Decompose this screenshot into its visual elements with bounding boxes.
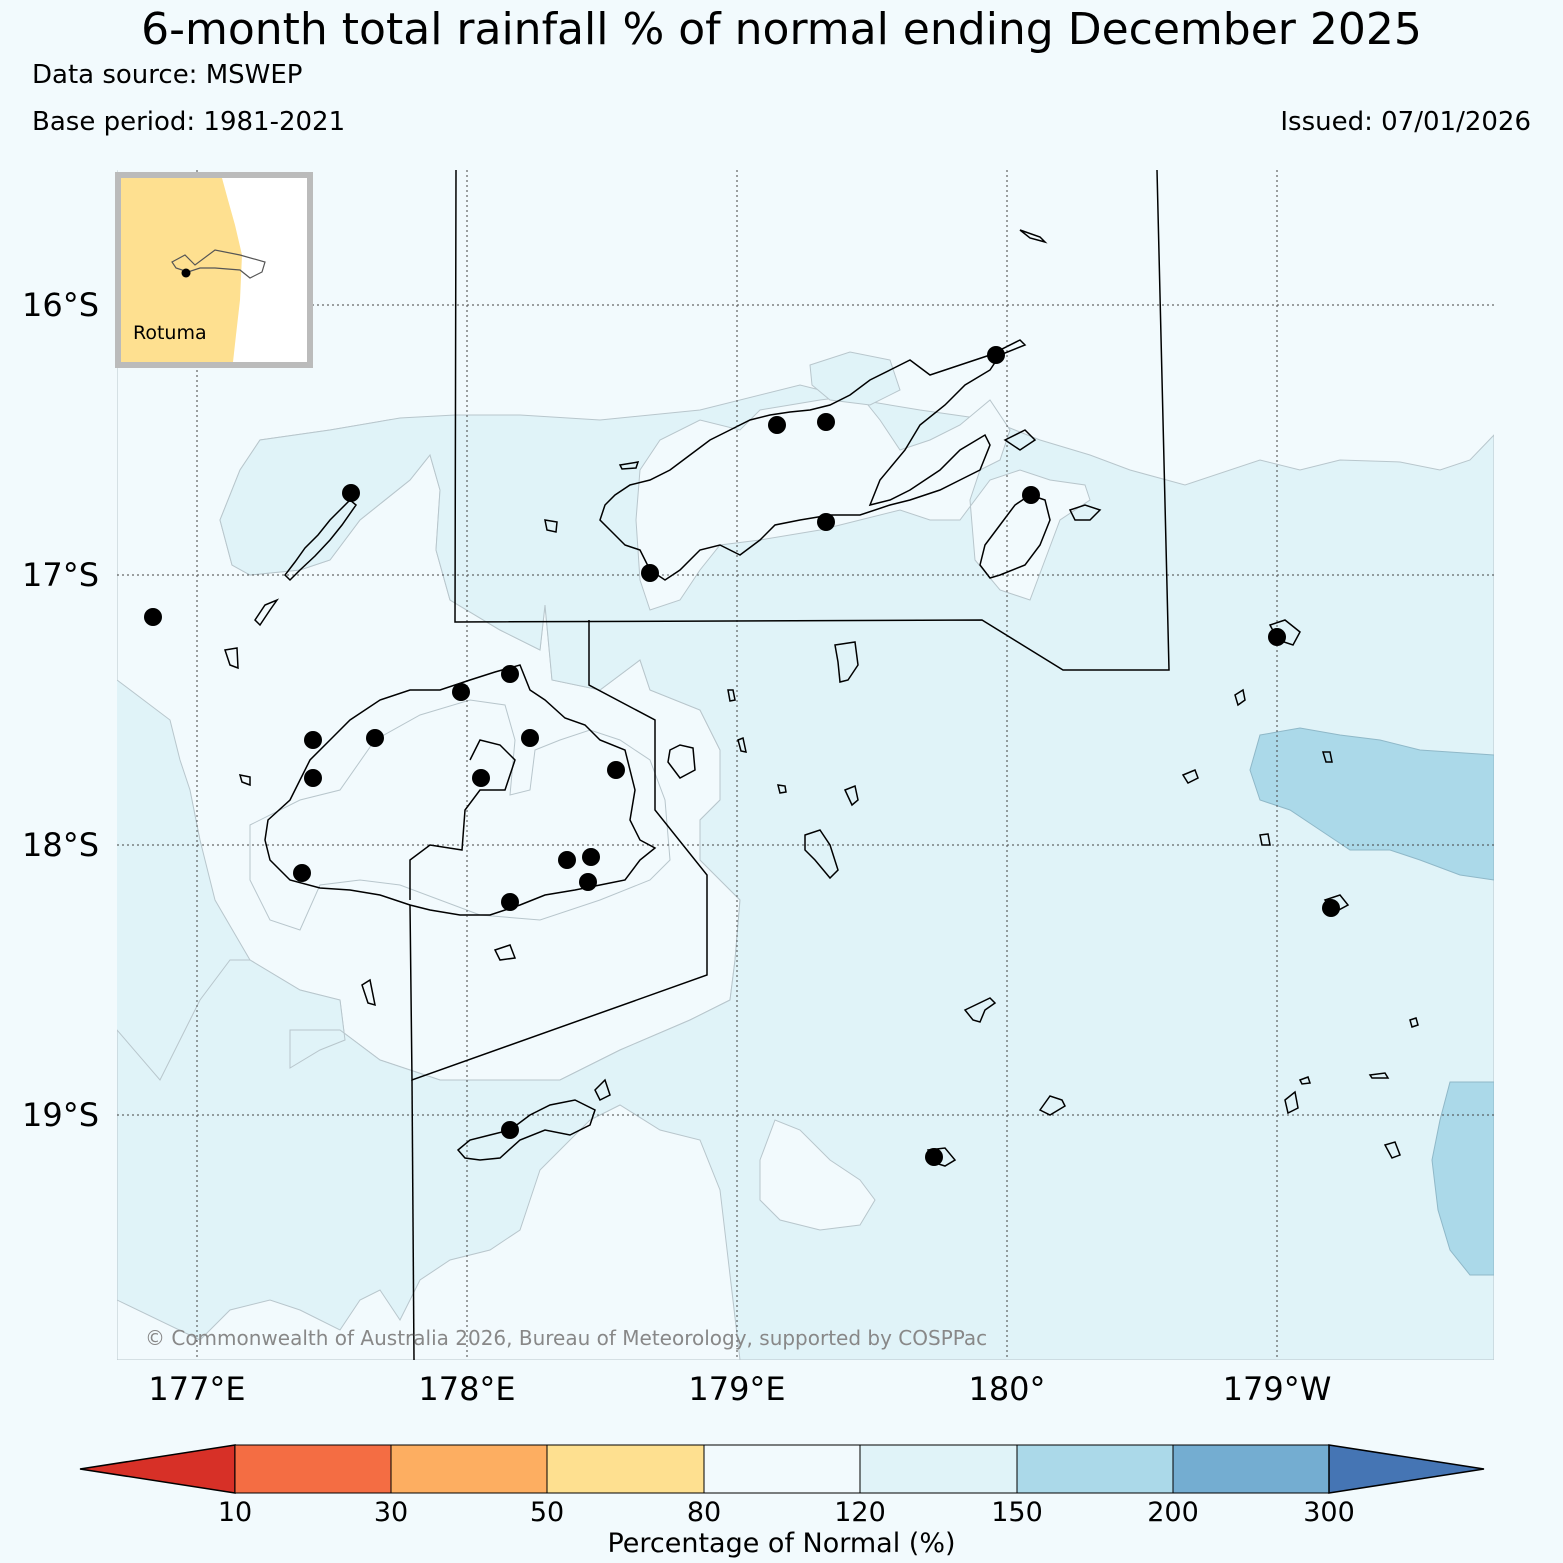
station-marker (607, 761, 625, 779)
station-marker (472, 769, 490, 787)
colorbar-tick-label: 50 (529, 1497, 565, 1528)
station-marker (144, 608, 162, 626)
colorbar (79, 1444, 1485, 1494)
band-80-120-top (117, 170, 1494, 575)
inset-label: Rotuma (133, 322, 207, 344)
station-marker (1022, 486, 1040, 504)
coastlines (224, 229, 1419, 1167)
station-marker (987, 346, 1005, 364)
copyright-notice: © Commonwealth of Australia 2026, Bureau… (145, 1326, 988, 1350)
base-period: Base period: 1981-2021 (32, 107, 346, 137)
station-marker (925, 1148, 943, 1166)
viti-levu-coast (264, 664, 657, 916)
station-marker (582, 848, 600, 866)
station-marker (817, 413, 835, 431)
rotuma-station (181, 268, 191, 278)
station-marker (304, 731, 322, 749)
band-80-120-south (117, 1104, 741, 1360)
division-boundaries (409, 170, 1170, 1360)
colorbar-title: Percentage of Normal (%) (607, 1528, 956, 1559)
graticule (117, 170, 1494, 1360)
colorbar-tick-label: 30 (373, 1497, 409, 1528)
band-120-150-main (117, 384, 1494, 1360)
colorbar-tick-label: 200 (1147, 1497, 1199, 1528)
taveuni-coast (979, 494, 1051, 579)
station-marker (1268, 628, 1286, 646)
station-marker (452, 683, 470, 701)
lon-tick-label: 180° (968, 1370, 1046, 1408)
band-120-150-cikobia (809, 351, 901, 406)
station-marker (768, 416, 786, 434)
station-marker (304, 769, 322, 787)
vanua-levu-coast (599, 339, 1027, 581)
band-80-120-koro-sea (759, 1119, 876, 1231)
station-marker (342, 484, 360, 502)
lon-tick-label: 179°E (688, 1370, 786, 1408)
station-marker (817, 513, 835, 531)
lat-tick-label: 19°S (22, 1096, 100, 1134)
station-marker (1322, 899, 1340, 917)
station-marker (501, 893, 519, 911)
map-title: 6-month total rainfall % of normal endin… (141, 4, 1422, 55)
lon-tick-label: 178°E (418, 1370, 516, 1408)
lat-tick-label: 18°S (22, 826, 100, 864)
colorbar-bin (546, 1444, 705, 1494)
rotuma-inset (115, 172, 313, 368)
lon-tick-label: 179°W (1222, 1370, 1332, 1408)
colorbar-bin (390, 1444, 548, 1494)
data-source: Data source: MSWEP (32, 60, 303, 90)
colorbar-tick-label: 10 (217, 1497, 253, 1528)
colorbar-bin (234, 1444, 392, 1494)
colorbar-extend-high (1328, 1444, 1485, 1494)
issued-date: Issued: 07/01/2026 (1280, 107, 1531, 137)
kadavu-coast (456, 1099, 596, 1161)
station-marker (293, 864, 311, 882)
colorbar-tick-label: 120 (834, 1497, 886, 1528)
lat-tick-label: 16°S (22, 286, 100, 324)
colorbar-tick-label: 150 (991, 1497, 1043, 1528)
colorbar-bin (1016, 1444, 1174, 1494)
lat-tick-label: 17°S (22, 556, 100, 594)
station-marker (641, 564, 659, 582)
map-area (117, 170, 1494, 1360)
station-marker (521, 729, 539, 747)
band-150-200-east (1249, 727, 1494, 881)
colorbar-bin (703, 1444, 861, 1494)
colorbar-tick-label: 80 (686, 1497, 722, 1528)
lon-tick-label: 177°E (148, 1370, 246, 1408)
band-150-200-southeast (1431, 1081, 1494, 1276)
station-marker (366, 729, 384, 747)
station-marker (558, 851, 576, 869)
colorbar-bin (859, 1444, 1018, 1494)
colorbar-bin (1172, 1444, 1330, 1494)
colorbar-tick-label: 300 (1303, 1497, 1355, 1528)
station-marker (579, 873, 597, 891)
band-80-120-viti-levu (249, 699, 671, 931)
station-marker (501, 665, 519, 683)
colorbar-extend-low (79, 1444, 236, 1494)
stations (144, 346, 1340, 1166)
station-marker (501, 1121, 519, 1139)
